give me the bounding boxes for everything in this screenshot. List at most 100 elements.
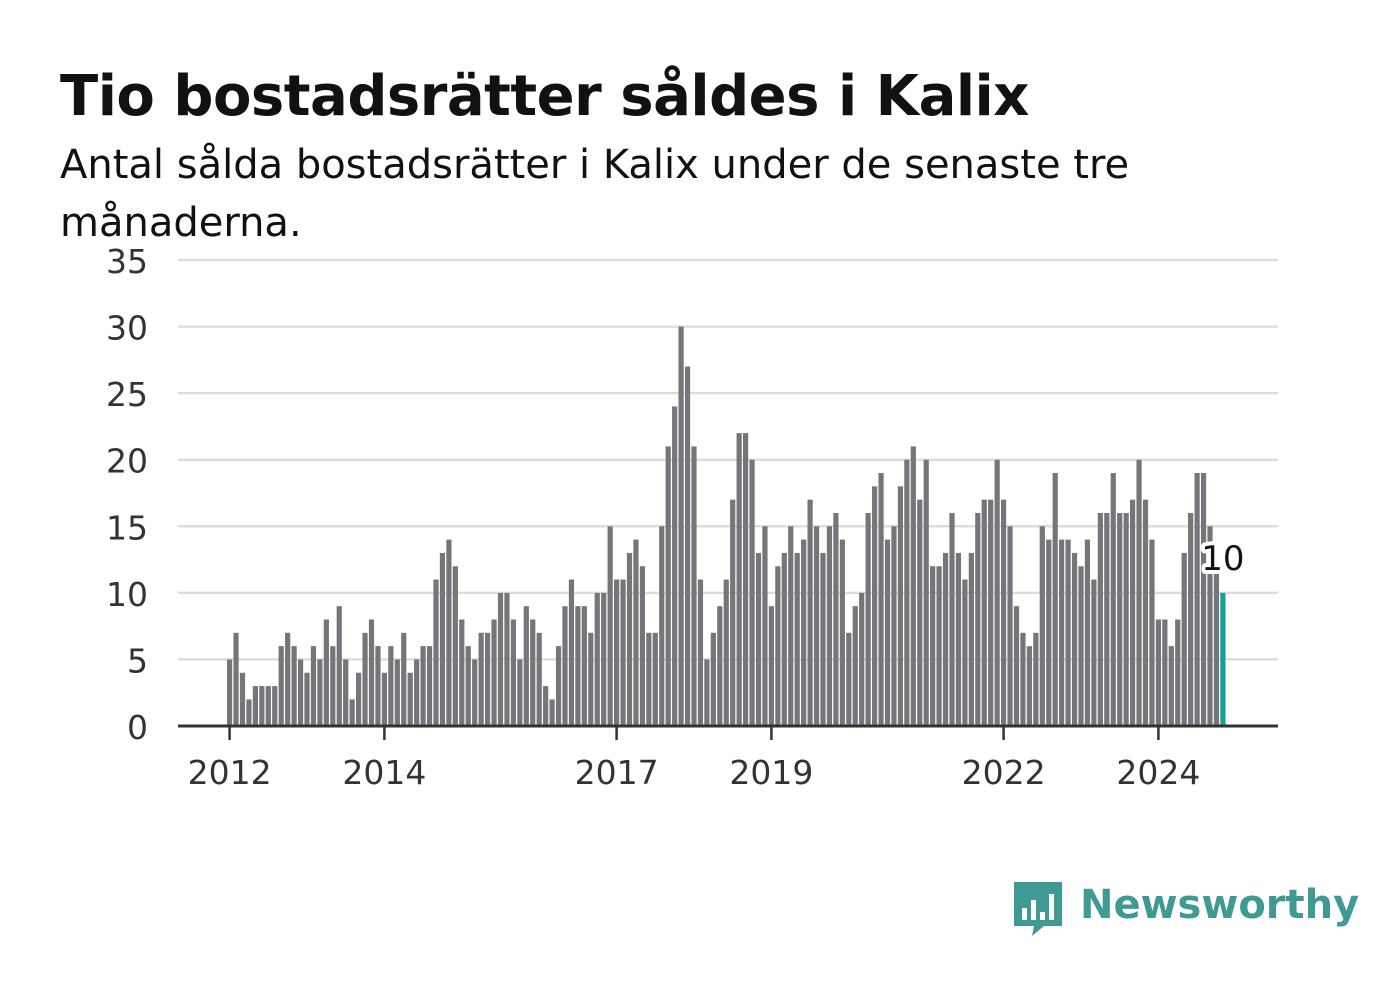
bar bbox=[543, 686, 549, 726]
bar bbox=[942, 552, 949, 726]
bar bbox=[1168, 646, 1174, 726]
bar bbox=[1110, 473, 1116, 726]
bar bbox=[639, 566, 645, 726]
bar bbox=[581, 606, 587, 726]
bar bbox=[356, 672, 362, 726]
bar bbox=[1149, 539, 1155, 726]
bar bbox=[949, 512, 955, 726]
bar bbox=[246, 699, 252, 726]
bar bbox=[536, 632, 542, 726]
bar bbox=[672, 406, 678, 726]
bar bbox=[749, 459, 755, 726]
bar bbox=[614, 579, 620, 726]
bar bbox=[684, 366, 691, 726]
bar bbox=[278, 646, 284, 726]
newsworthy-logo-icon bbox=[1014, 882, 1062, 936]
bar bbox=[852, 606, 858, 726]
bar bbox=[407, 672, 413, 726]
bar bbox=[568, 579, 575, 726]
bar bbox=[1078, 566, 1084, 726]
bar bbox=[968, 552, 974, 726]
bar bbox=[1026, 646, 1032, 726]
bar bbox=[1046, 539, 1052, 726]
bar bbox=[607, 526, 613, 726]
bar bbox=[362, 632, 368, 726]
bar bbox=[485, 632, 491, 726]
bar bbox=[1007, 526, 1013, 726]
y-tick-label: 30 bbox=[106, 309, 148, 348]
bar bbox=[697, 579, 704, 726]
bar bbox=[781, 552, 787, 726]
bar bbox=[633, 539, 639, 726]
bar bbox=[788, 526, 794, 726]
bar bbox=[530, 619, 536, 726]
bar bbox=[1200, 473, 1207, 726]
bar bbox=[988, 499, 994, 726]
bar bbox=[1142, 499, 1149, 726]
bar bbox=[878, 473, 884, 726]
y-tick-label: 10 bbox=[106, 575, 148, 614]
bar bbox=[807, 499, 813, 726]
bar bbox=[252, 686, 258, 726]
bar bbox=[904, 459, 910, 726]
y-tick-label: 35 bbox=[106, 242, 148, 281]
bar bbox=[594, 592, 600, 726]
bar bbox=[349, 699, 355, 726]
bar bbox=[381, 672, 387, 726]
bar bbox=[497, 592, 504, 726]
bar bbox=[762, 526, 768, 726]
bar bbox=[1084, 539, 1091, 726]
bar bbox=[439, 552, 446, 726]
bar bbox=[465, 646, 471, 726]
bar bbox=[472, 659, 478, 726]
bar bbox=[704, 659, 710, 726]
bar bbox=[884, 539, 891, 726]
bar bbox=[891, 526, 897, 726]
bar bbox=[1188, 512, 1194, 726]
bar bbox=[626, 552, 633, 726]
y-tick-label: 15 bbox=[106, 508, 148, 547]
bar bbox=[1013, 606, 1020, 726]
bar bbox=[826, 526, 833, 726]
bar bbox=[272, 686, 278, 726]
bar bbox=[1194, 473, 1200, 726]
bar bbox=[794, 552, 800, 726]
x-tick-label: 2024 bbox=[1116, 753, 1200, 792]
bar bbox=[446, 539, 452, 726]
bar bbox=[691, 446, 697, 726]
bar bbox=[833, 512, 839, 726]
bar bbox=[297, 659, 304, 726]
x-tick-label: 2017 bbox=[575, 753, 659, 792]
annotation: 10 bbox=[1197, 535, 1248, 583]
bar bbox=[575, 606, 581, 726]
bar bbox=[491, 619, 497, 726]
bar bbox=[665, 446, 671, 726]
bar bbox=[517, 659, 523, 726]
bar bbox=[730, 499, 736, 726]
bar bbox=[897, 486, 903, 726]
bar bbox=[1020, 632, 1026, 726]
y-tick-label: 20 bbox=[106, 442, 148, 481]
y-tick-label: 25 bbox=[106, 375, 148, 414]
bar bbox=[233, 632, 239, 726]
bar bbox=[1059, 539, 1065, 726]
bar bbox=[601, 592, 607, 726]
bar bbox=[388, 646, 394, 726]
bar bbox=[859, 592, 865, 726]
x-tick-label: 2022 bbox=[962, 753, 1046, 792]
x-tick-label: 2014 bbox=[342, 753, 426, 792]
bar bbox=[1175, 619, 1181, 726]
bar bbox=[336, 606, 342, 726]
bar bbox=[330, 646, 336, 726]
bar bbox=[310, 646, 317, 726]
chart-title: Tio bostadsrätter såldes i Kalix bbox=[60, 64, 1029, 129]
bar bbox=[652, 632, 658, 726]
highlight-value-label: 10 bbox=[1201, 539, 1244, 579]
x-tick-label: 2012 bbox=[188, 753, 272, 792]
bar bbox=[1181, 552, 1187, 726]
bar bbox=[839, 539, 845, 726]
bar bbox=[420, 646, 426, 726]
bar bbox=[317, 659, 323, 726]
bar bbox=[981, 499, 987, 726]
bar bbox=[504, 592, 510, 726]
